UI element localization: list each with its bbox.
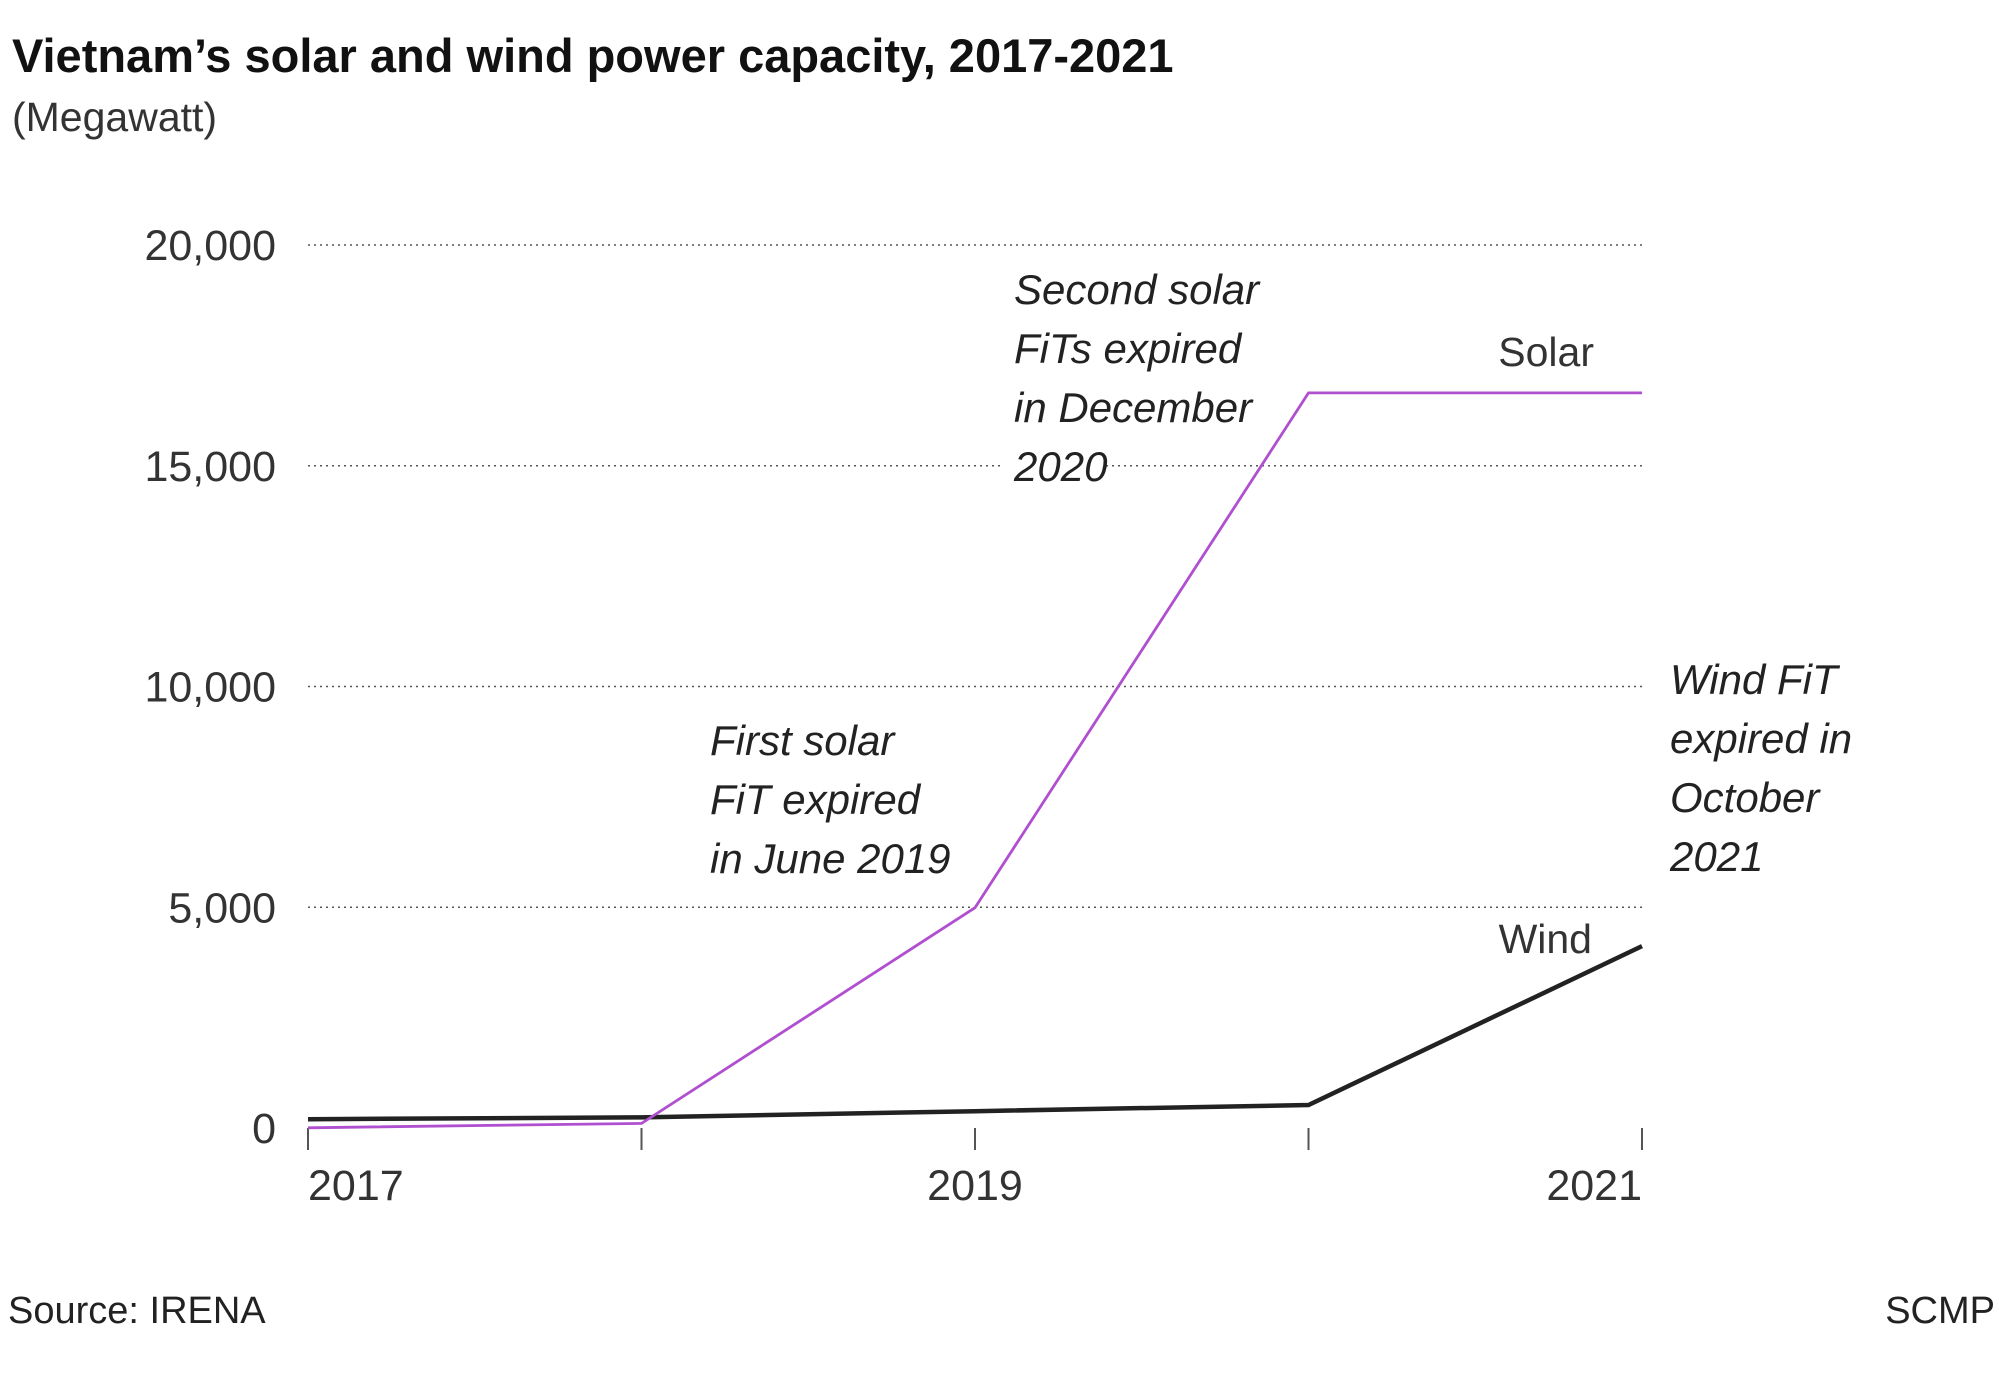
x-tick-label: 2019 — [927, 1162, 1023, 1210]
annotation-line: First solar — [710, 717, 896, 764]
y-tick-label: 0 — [252, 1105, 276, 1153]
y-tick-label: 5,000 — [168, 884, 276, 932]
annotation-line: Wind FiT — [1670, 656, 1841, 703]
y-tick-label: 20,000 — [144, 222, 276, 270]
wind-series-label: Wind — [1499, 916, 1592, 962]
brand-label: SCMP — [1885, 1290, 1995, 1332]
annotation-line: in June 2019 — [710, 835, 951, 882]
annotation-backdrop — [1004, 321, 1274, 375]
annotation-line: expired in — [1670, 715, 1852, 762]
solar-series-label: Solar — [1498, 329, 1594, 375]
annotation-line: FiT expired — [710, 776, 922, 823]
solar-series-line — [307, 391, 1642, 1130]
annotation-backdrop — [1660, 652, 1846, 706]
annotation-backdrop — [700, 831, 970, 885]
x-tick-label: 2017 — [308, 1162, 404, 1210]
annotation-backdrop — [1004, 439, 1106, 493]
annotation-backdrop — [1004, 380, 1253, 434]
annotation-line: October — [1670, 774, 1821, 821]
annotation-backdrop — [1660, 770, 1825, 824]
x-tick-label: 2021 — [1546, 1162, 1642, 1210]
annotation-line: FiTs expired — [1014, 325, 1243, 372]
annotation-backdrop — [1660, 829, 1762, 883]
annotation-backdrop — [1660, 711, 1888, 765]
y-tick-label: 15,000 — [144, 443, 276, 491]
annotation-line: 2020 — [1013, 443, 1108, 490]
chart-subtitle: (Megawatt) — [12, 94, 218, 140]
chart-title: Vietnam’s solar and wind power capacity,… — [12, 29, 1174, 82]
annotation-backdrop — [700, 772, 949, 826]
y-tick-label: 10,000 — [144, 664, 276, 712]
wind-series-line — [307, 944, 1643, 1122]
annotation-line: Second solar — [1014, 266, 1261, 313]
annotation-line: in December — [1014, 384, 1254, 431]
annotation-backdrop — [700, 713, 949, 767]
annotation-backdrop — [1004, 262, 1274, 316]
source-note: Source: IRENA — [8, 1290, 266, 1332]
annotation-line: 2021 — [1669, 833, 1763, 880]
